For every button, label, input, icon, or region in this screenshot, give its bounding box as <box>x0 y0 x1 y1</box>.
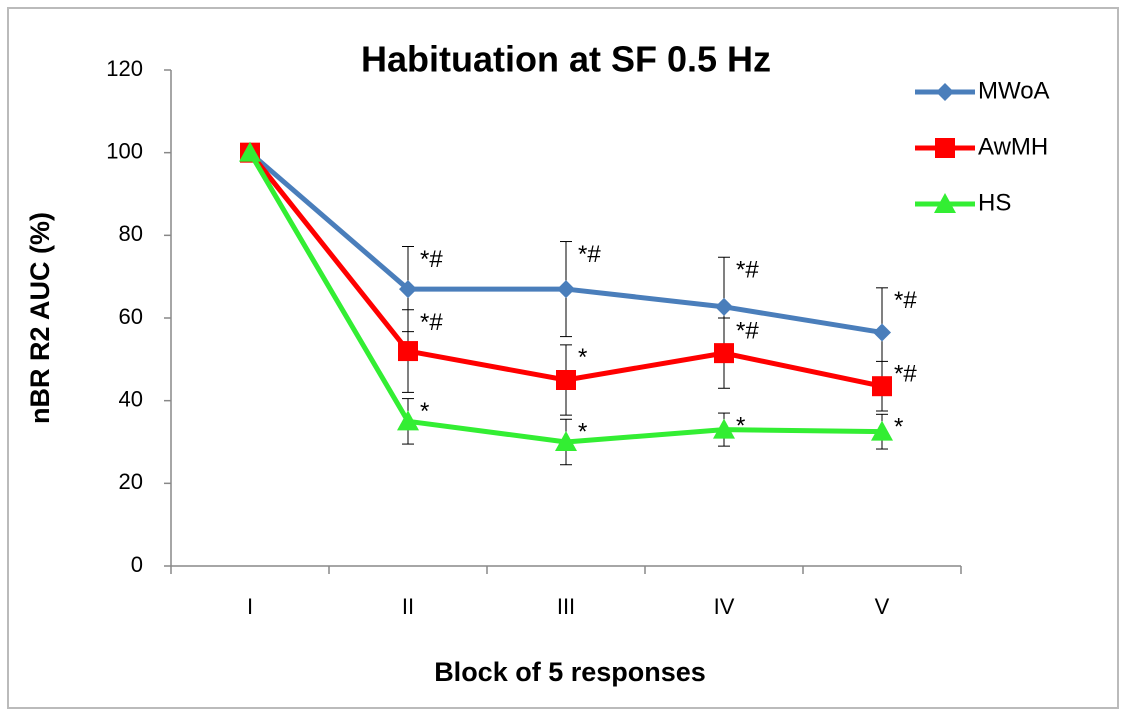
marker <box>557 280 575 299</box>
marker <box>398 341 418 362</box>
annotation: *# <box>894 361 917 388</box>
marker <box>714 343 734 364</box>
x-tick-label: IV <box>714 594 735 619</box>
y-tick-label: 40 <box>119 386 143 411</box>
x-tick-label: III <box>557 594 575 619</box>
marker <box>715 297 733 316</box>
marker <box>713 418 735 439</box>
y-tick-label: 20 <box>119 469 143 494</box>
marker <box>555 431 577 451</box>
y-tick-label: 60 <box>119 304 143 329</box>
annotation: *# <box>894 287 917 314</box>
annotation: *# <box>578 241 601 268</box>
marker <box>872 376 892 397</box>
x-tick-label: II <box>402 594 414 619</box>
annotation: *# <box>736 257 759 284</box>
annotation: * <box>578 419 587 446</box>
annotation: *# <box>736 317 759 344</box>
legend-label: AwMH <box>978 133 1048 160</box>
annotation: * <box>578 344 587 371</box>
x-tick-label: V <box>875 594 890 619</box>
marker <box>934 193 956 213</box>
y-tick-label: 100 <box>106 138 143 163</box>
y-tick-label: 0 <box>131 552 143 577</box>
marker <box>871 420 893 441</box>
annotation: *# <box>420 309 443 336</box>
marker <box>935 138 955 158</box>
marker <box>397 410 419 431</box>
marker <box>239 141 261 162</box>
chart-title: Habituation at SF 0.5 Hz <box>361 39 771 80</box>
marker <box>399 280 417 299</box>
marker <box>556 370 576 390</box>
chart-frame <box>7 7 1119 709</box>
marker <box>936 83 954 101</box>
x-axis-label: Block of 5 responses <box>434 657 706 687</box>
y-tick-label: 120 <box>106 56 143 81</box>
annotation: *# <box>420 246 443 273</box>
x-tick-label: I <box>247 594 253 619</box>
marker <box>873 323 891 342</box>
annotation: * <box>420 398 429 425</box>
y-tick-label: 80 <box>119 221 143 246</box>
y-axis-label: nBR R2 AUC (%) <box>25 212 55 424</box>
legend-label: MWoA <box>978 77 1050 104</box>
annotation: * <box>894 414 903 441</box>
annotation: * <box>736 412 745 439</box>
legend-label: HS <box>978 189 1011 216</box>
